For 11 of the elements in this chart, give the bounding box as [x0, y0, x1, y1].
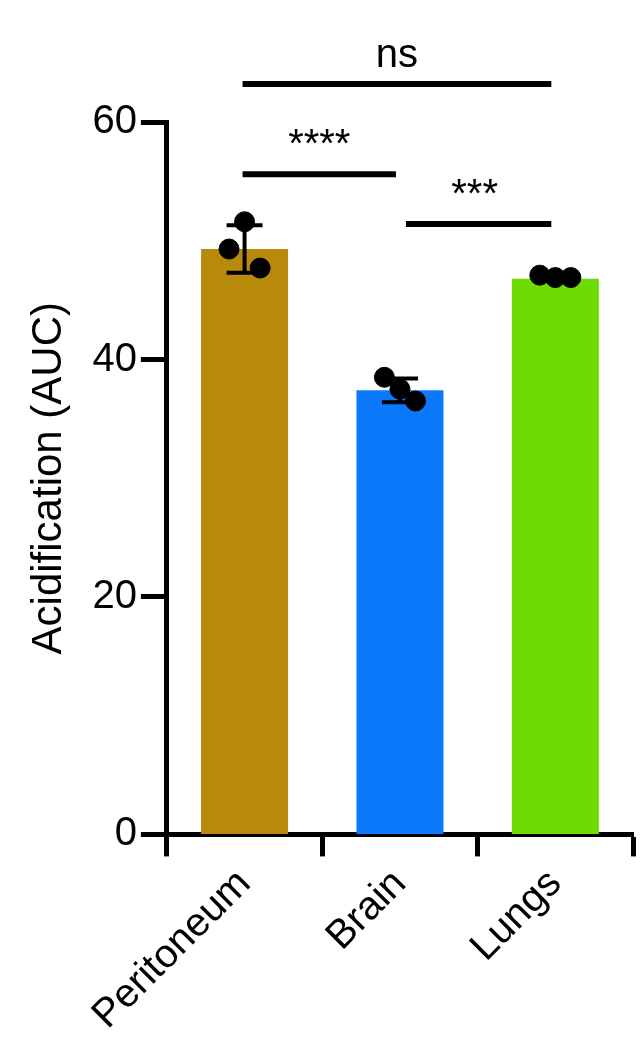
y-tick-label: 0 [114, 809, 137, 854]
text: ns [375, 31, 419, 76]
y-tick-label: 60 [92, 97, 137, 142]
y-tick-label: 40 [92, 334, 137, 379]
annotation: *** [451, 171, 498, 216]
y-axis-title: Acidification (AUC) [22, 301, 70, 655]
bar [201, 249, 289, 834]
bar [356, 390, 444, 834]
annotation: **** [288, 121, 351, 166]
y-tick-label: 20 [92, 571, 137, 616]
bar [511, 278, 599, 834]
